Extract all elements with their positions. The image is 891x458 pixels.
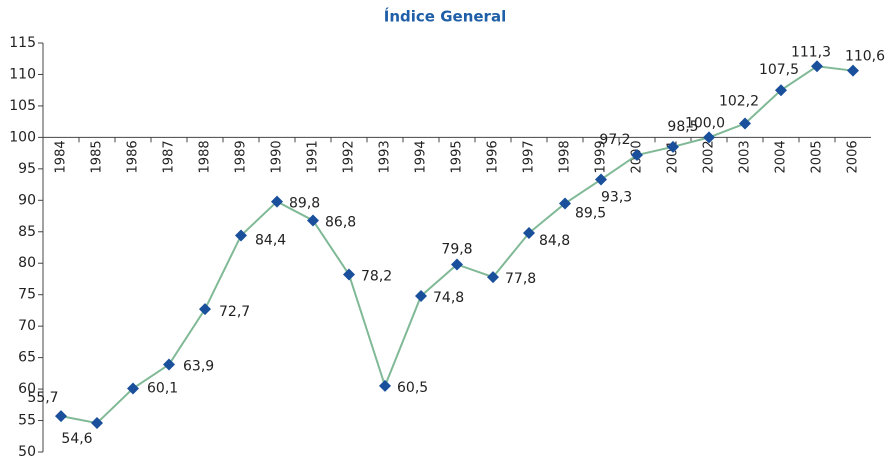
- y-tick-label: 70: [18, 318, 36, 334]
- marker: [703, 131, 715, 144]
- marker: [847, 64, 859, 77]
- data-label: 86,8: [325, 214, 356, 230]
- x-tick-label: 1994: [414, 140, 429, 173]
- data-label: 79,8: [441, 241, 472, 257]
- data-label: 54,6: [61, 431, 92, 447]
- x-tick-label: 1986: [126, 140, 141, 173]
- data-label: 74,8: [433, 290, 464, 306]
- marker: [559, 197, 571, 210]
- data-label: 77,8: [505, 271, 536, 287]
- marker: [235, 229, 247, 242]
- x-tick-label: 2003: [738, 140, 753, 173]
- y-tick-label: 115: [9, 35, 36, 51]
- y-tick-label: 105: [9, 98, 36, 114]
- marker: [631, 149, 643, 162]
- data-label: 98,5: [667, 119, 698, 135]
- x-tick-label: 2004: [774, 140, 789, 173]
- data-label: 72,7: [219, 304, 250, 320]
- y-tick-label: 80: [18, 255, 36, 271]
- x-tick-label: 2006: [846, 140, 861, 173]
- x-tick-label: 1991: [306, 140, 321, 173]
- y-tick-label: 100: [9, 129, 36, 145]
- x-tick-label: 1996: [486, 140, 501, 173]
- x-tick-label: 1995: [450, 140, 465, 173]
- marker: [271, 195, 283, 208]
- marker: [55, 410, 67, 423]
- y-tick-label: 50: [18, 444, 36, 458]
- data-label: 84,8: [539, 233, 570, 249]
- x-tick-label: 1999: [594, 140, 609, 173]
- marker: [739, 117, 751, 130]
- marker: [199, 303, 211, 316]
- y-tick-label: 95: [18, 161, 36, 177]
- data-label: 63,9: [183, 359, 214, 375]
- x-tick-label: 1988: [198, 140, 213, 173]
- y-tick-label: 55: [18, 413, 36, 429]
- data-label: 100,0: [685, 115, 725, 131]
- y-tick-label: 85: [18, 224, 36, 240]
- marker: [523, 227, 535, 240]
- data-label: 78,2: [361, 269, 392, 285]
- data-label: 60,1: [147, 380, 178, 396]
- y-tick-label: 75: [18, 287, 36, 303]
- marker: [775, 84, 787, 97]
- x-tick-label: 1992: [342, 140, 357, 173]
- x-tick-label: 1997: [522, 140, 537, 173]
- marker: [307, 214, 319, 227]
- marker: [667, 140, 679, 153]
- y-tick-label: 110: [9, 66, 36, 82]
- data-label: 102,2: [719, 94, 759, 110]
- x-tick-label: 1998: [558, 140, 573, 173]
- marker: [91, 417, 103, 430]
- x-tick-label: 2002: [702, 140, 717, 173]
- x-tick-label: 2005: [810, 140, 825, 173]
- marker: [811, 60, 823, 73]
- x-tick-label: 1987: [162, 140, 177, 173]
- x-tick-label: 1993: [378, 140, 393, 173]
- data-label: 93,3: [601, 190, 632, 206]
- chart-title: Índice General: [384, 7, 506, 26]
- marker: [163, 358, 175, 371]
- data-label: 55,7: [27, 390, 58, 406]
- data-label: 110,6: [845, 49, 885, 65]
- marker: [595, 173, 607, 186]
- marker: [415, 289, 427, 302]
- x-tick-label: 1984: [54, 140, 69, 173]
- marker: [487, 271, 499, 284]
- data-label: 107,5: [759, 62, 799, 78]
- y-tick-label: 90: [18, 192, 36, 208]
- y-tick-label: 65: [18, 350, 36, 366]
- x-tick-label: 1985: [90, 140, 105, 173]
- marker: [343, 268, 355, 281]
- data-label: 111,3: [791, 44, 831, 60]
- data-label: 89,8: [289, 196, 320, 212]
- marker: [379, 379, 391, 392]
- x-tick-label: 1990: [270, 140, 285, 173]
- marker: [127, 382, 139, 395]
- x-tick-label: 1989: [234, 140, 249, 173]
- y-tick-label: 60: [18, 381, 36, 397]
- data-label: 84,4: [255, 233, 286, 249]
- marker: [451, 258, 463, 271]
- data-label: 89,5: [575, 205, 606, 221]
- data-label: 97,2: [599, 132, 630, 148]
- data-label: 60,5: [397, 380, 428, 396]
